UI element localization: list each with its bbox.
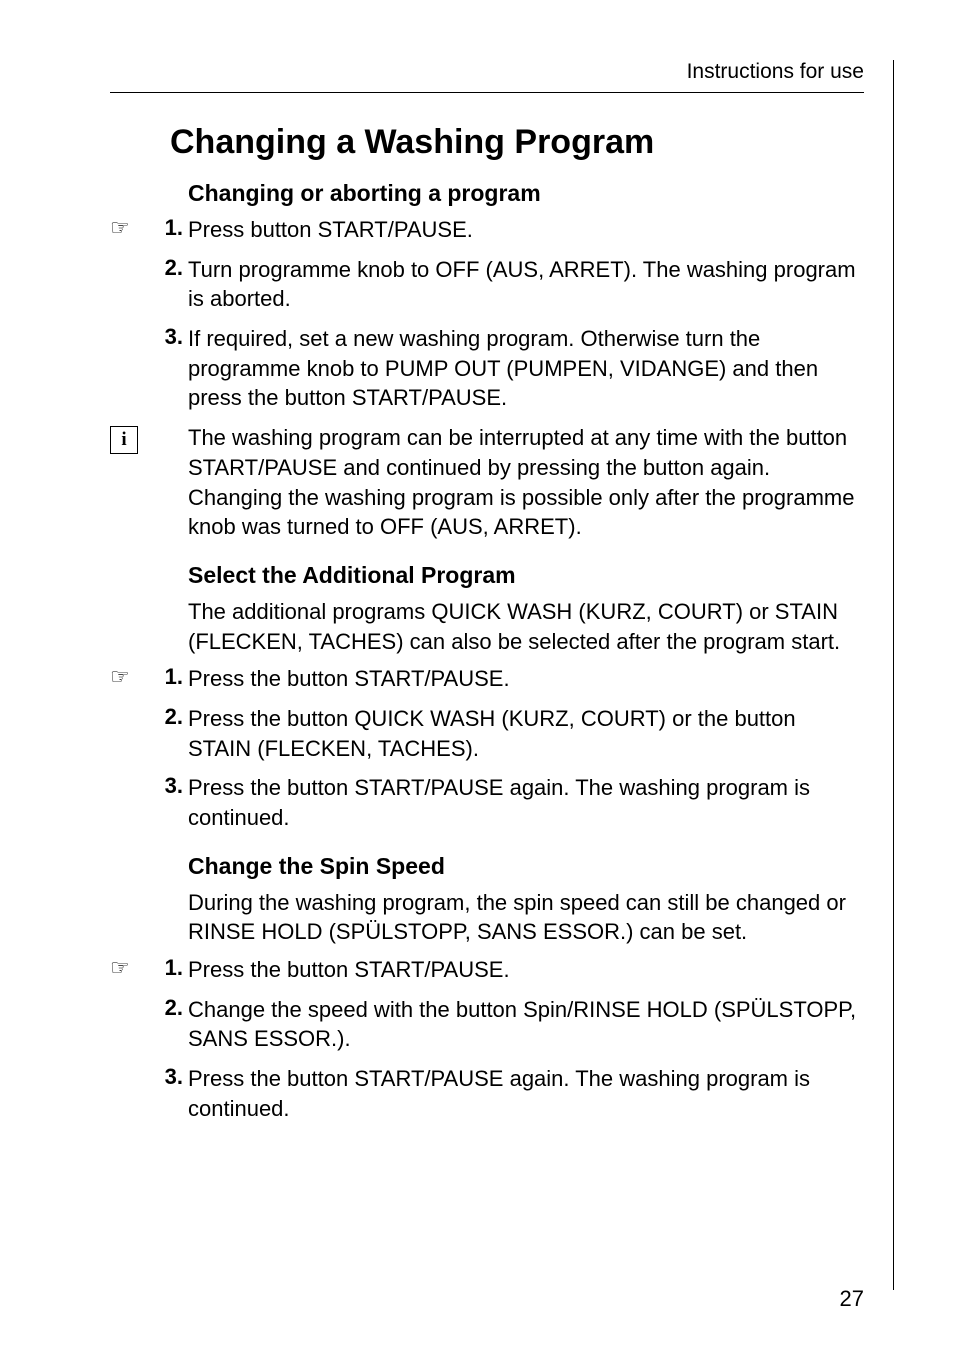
step-number: 1. xyxy=(150,955,188,985)
main-title: Changing a Washing Program xyxy=(170,123,864,162)
section-title: Select the Additional Program xyxy=(188,562,864,589)
pointer-icon: ☞ xyxy=(110,215,150,245)
step-row: 3. Press the button START/PAUSE again. T… xyxy=(110,1064,864,1123)
step-number: 2. xyxy=(150,995,188,1054)
page-right-border xyxy=(893,60,894,1290)
page-number: 27 xyxy=(840,1286,864,1312)
step-number: 3. xyxy=(150,773,188,832)
info-icon: i xyxy=(110,426,138,454)
section-additional-program: Select the Additional Program The additi… xyxy=(110,562,864,833)
info-icon-container: i xyxy=(110,423,150,542)
step-number: 3. xyxy=(150,324,188,413)
step-row: ☞ 1. Press button START/PAUSE. xyxy=(110,215,864,245)
step-indicator-blank xyxy=(110,773,150,832)
step-indicator-blank xyxy=(110,255,150,314)
section-title: Change the Spin Speed xyxy=(188,853,864,880)
step-row: 2. Press the button QUICK WASH (KURZ, CO… xyxy=(110,704,864,763)
step-text: Change the speed with the button Spin/RI… xyxy=(188,995,864,1054)
pointer-icon: ☞ xyxy=(110,955,150,985)
info-row: i The washing program can be interrupted… xyxy=(110,423,864,542)
step-number: 2. xyxy=(150,255,188,314)
step-indicator-blank xyxy=(110,324,150,413)
step-row: 3. Press the button START/PAUSE again. T… xyxy=(110,773,864,832)
page-header: Instructions for use xyxy=(110,60,864,93)
step-row: ☞ 1. Press the button START/PAUSE. xyxy=(110,664,864,694)
step-indicator-blank xyxy=(110,995,150,1054)
pointer-icon: ☞ xyxy=(110,664,150,694)
step-text: Press the button START/PAUSE. xyxy=(188,955,864,985)
step-number: 1. xyxy=(150,664,188,694)
section-changing-aborting: Changing or aborting a program ☞ 1. Pres… xyxy=(110,180,864,542)
step-number: 2. xyxy=(150,704,188,763)
step-text: Turn programme knob to OFF (AUS, ARRET).… xyxy=(188,255,864,314)
step-text: Press the button START/PAUSE again. The … xyxy=(188,1064,864,1123)
header-text: Instructions for use xyxy=(687,60,864,83)
step-text: Press the button START/PAUSE. xyxy=(188,664,864,694)
step-row: ☞ 1. Press the button START/PAUSE. xyxy=(110,955,864,985)
step-text: Press the button QUICK WASH (KURZ, COURT… xyxy=(188,704,864,763)
step-indicator-blank xyxy=(110,1064,150,1123)
info-text: The washing program can be interrupted a… xyxy=(188,423,864,542)
step-row: 3. If required, set a new washing progra… xyxy=(110,324,864,413)
step-row: 2. Change the speed with the button Spin… xyxy=(110,995,864,1054)
step-row: 2. Turn programme knob to OFF (AUS, ARRE… xyxy=(110,255,864,314)
step-text: If required, set a new washing program. … xyxy=(188,324,864,413)
section-intro: During the washing program, the spin spe… xyxy=(188,888,864,947)
step-text: Press button START/PAUSE. xyxy=(188,215,864,245)
step-text: Press the button START/PAUSE again. The … xyxy=(188,773,864,832)
section-title: Changing or aborting a program xyxy=(188,180,864,207)
section-spin-speed: Change the Spin Speed During the washing… xyxy=(110,853,864,1124)
step-number: 1. xyxy=(150,215,188,245)
step-number: 3. xyxy=(150,1064,188,1123)
section-intro: The additional programs QUICK WASH (KURZ… xyxy=(188,597,864,656)
step-indicator-blank xyxy=(110,704,150,763)
